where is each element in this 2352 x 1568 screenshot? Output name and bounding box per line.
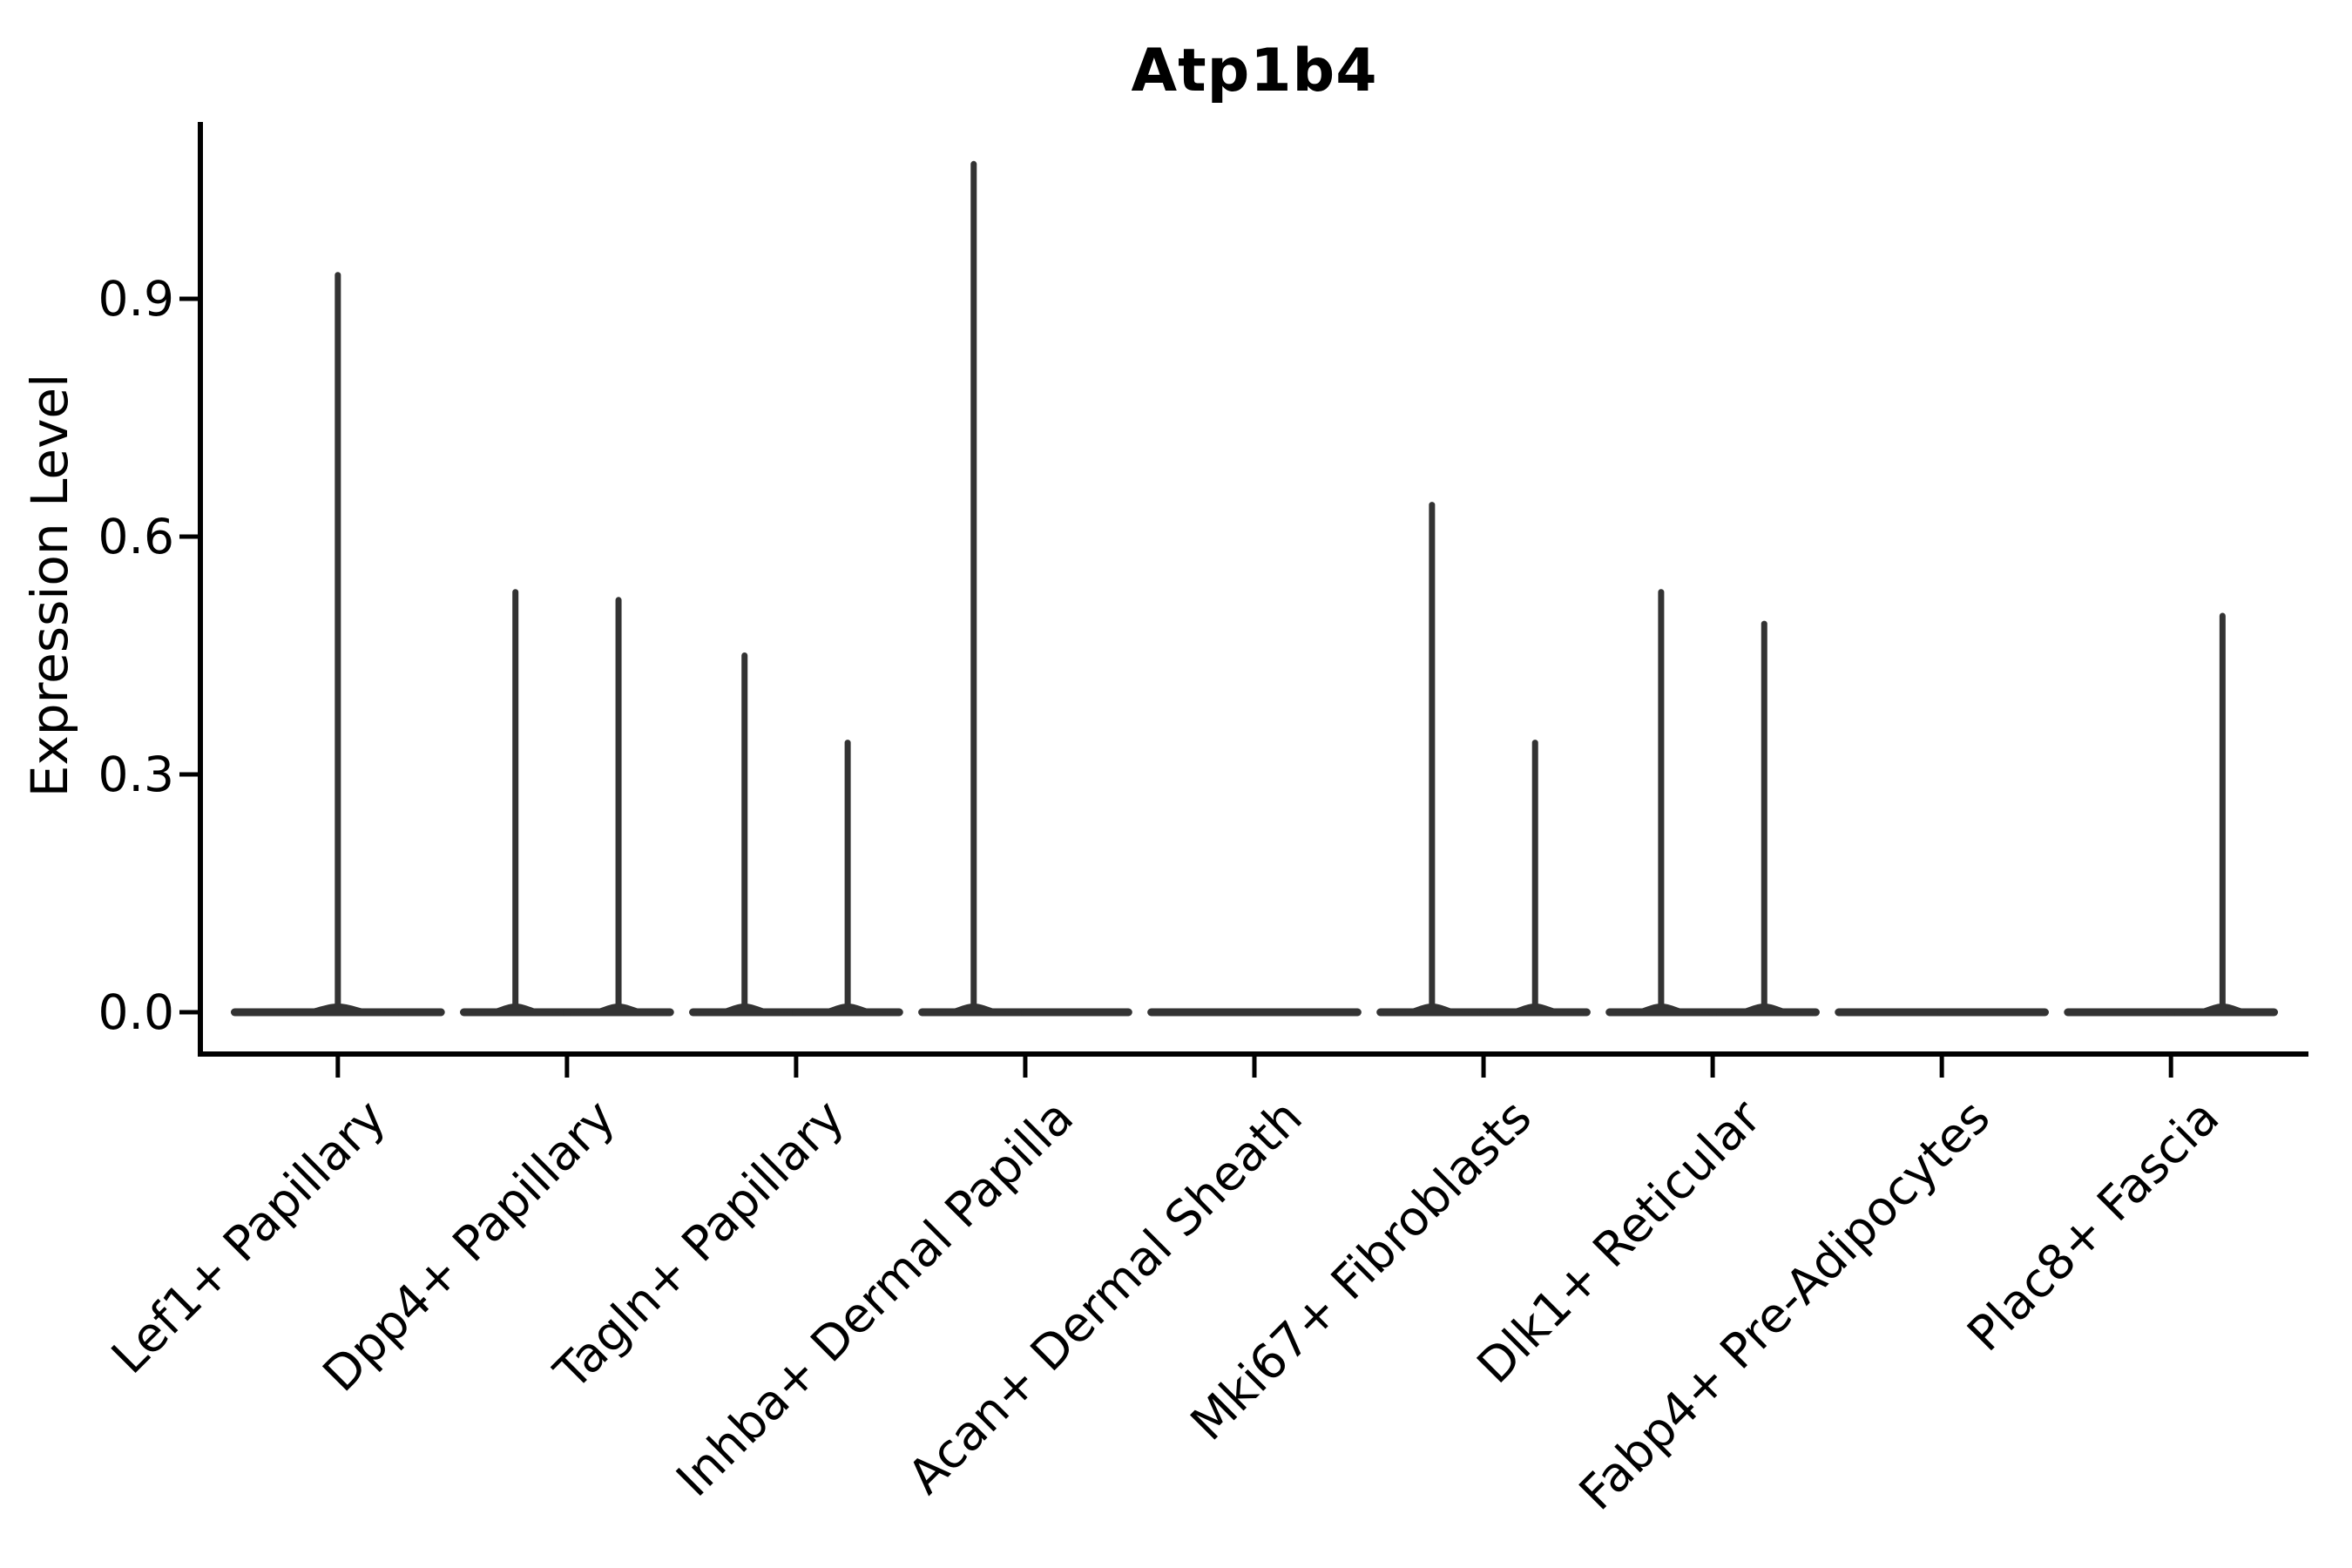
y-tick-label: 0.3 bbox=[98, 747, 174, 802]
chart-title: Atp1b4 bbox=[1131, 37, 1378, 105]
y-tick-label: 0.0 bbox=[98, 984, 174, 1040]
y-tick-label: 0.9 bbox=[98, 271, 174, 327]
y-tick-label: 0.6 bbox=[98, 509, 174, 564]
